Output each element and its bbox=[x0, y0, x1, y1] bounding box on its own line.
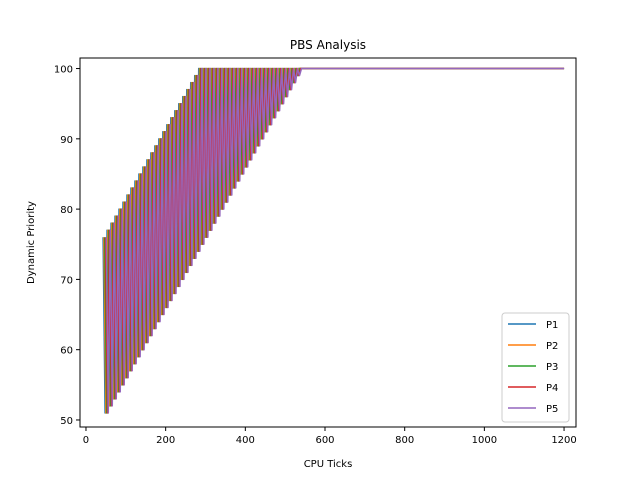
y-tick-label: 50 bbox=[60, 416, 73, 427]
legend: P1 P2 P3 P4 P5 bbox=[501, 312, 570, 423]
series-line-p5 bbox=[105, 67, 565, 414]
y-tick-label: 70 bbox=[60, 275, 73, 286]
legend-box bbox=[501, 312, 570, 423]
legend-label-p1: P1 bbox=[546, 320, 558, 331]
x-axis: 0 200 400 600 800 1000 1200 bbox=[83, 427, 577, 446]
x-tick-label: 1200 bbox=[551, 435, 576, 446]
y-tick-label: 100 bbox=[54, 65, 73, 76]
y-tick-label: 80 bbox=[60, 205, 73, 216]
x-tick-label: 800 bbox=[395, 435, 414, 446]
y-axis-label: Dynamic Priority bbox=[26, 201, 37, 284]
y-tick-label: 90 bbox=[60, 135, 73, 146]
y-axis: 50 60 70 80 90 100 bbox=[54, 65, 80, 427]
legend-label-p2: P2 bbox=[546, 341, 558, 352]
y-tick-label: 60 bbox=[60, 346, 73, 357]
x-tick-label: 400 bbox=[236, 435, 255, 446]
x-tick-label: 1000 bbox=[472, 435, 497, 446]
x-tick-label: 600 bbox=[315, 435, 334, 446]
plot-frame bbox=[79, 57, 577, 428]
legend-label-p5: P5 bbox=[546, 404, 558, 415]
x-tick-label: 200 bbox=[156, 435, 175, 446]
legend-label-p3: P3 bbox=[546, 362, 558, 373]
x-axis-label: CPU Ticks bbox=[304, 459, 353, 470]
x-tick-label: 0 bbox=[83, 435, 89, 446]
series-layer bbox=[102, 67, 565, 414]
legend-label-p4: P4 bbox=[546, 383, 558, 394]
chart-title: PBS Analysis bbox=[290, 38, 366, 52]
